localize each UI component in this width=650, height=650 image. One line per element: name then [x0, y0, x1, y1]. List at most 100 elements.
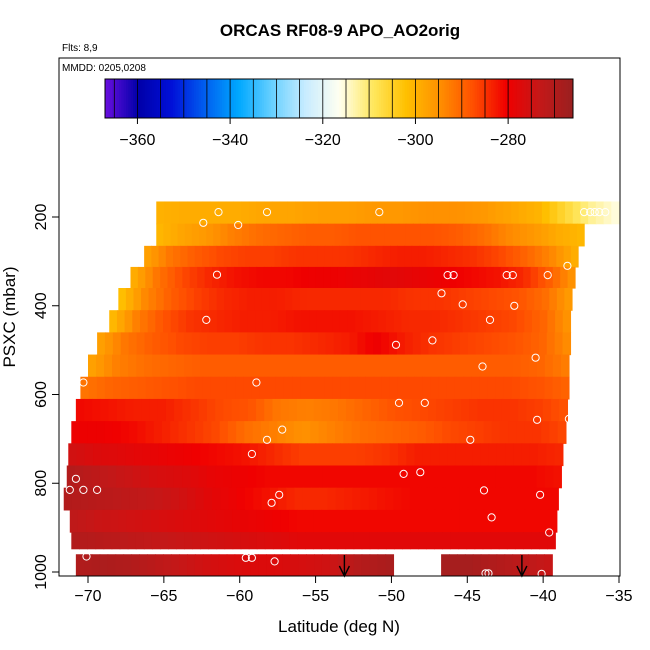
heatmap-cell [373, 376, 383, 400]
heatmap-cell [184, 532, 193, 550]
heatmap-cell [252, 245, 261, 268]
heatmap-cell [534, 245, 543, 268]
heatmap-cell [104, 421, 114, 444]
heatmap-cell [310, 332, 319, 356]
heatmap-cell [310, 201, 319, 225]
heatmap-cell [553, 465, 562, 489]
heatmap-cell [534, 201, 543, 225]
colorbar-segment [430, 79, 434, 118]
heatmap-cell [182, 465, 191, 489]
heatmap-cell [347, 310, 356, 333]
heatmap-cell [556, 288, 566, 311]
heatmap-cell [511, 288, 520, 311]
heatmap-cell [297, 532, 306, 550]
colorbar-segment [507, 79, 511, 118]
colorbar-segment [371, 79, 375, 118]
heatmap-cell [305, 465, 315, 489]
heatmap-cell [516, 509, 525, 533]
heatmap-cell [256, 398, 265, 422]
heatmap-cell [300, 376, 309, 400]
colorbar-segment [537, 79, 541, 118]
heatmap-cell [517, 487, 526, 511]
heatmap-cell [280, 354, 289, 378]
heatmap-cell [186, 310, 195, 333]
heatmap-cell [400, 354, 410, 378]
colorbar-segment [114, 79, 118, 118]
heatmap-cell [213, 223, 222, 247]
data-marker [270, 557, 279, 566]
heatmap-cell [330, 465, 340, 489]
heatmap-cell [449, 554, 458, 576]
heatmap-cell [218, 554, 228, 576]
heatmap-cell [439, 310, 449, 333]
colorbar-segment [509, 79, 513, 118]
heatmap-cell [253, 487, 263, 511]
heatmap-cell [356, 443, 366, 467]
heatmap-cell [288, 245, 297, 268]
heatmap-cell [372, 201, 381, 225]
heatmap-cell [496, 354, 506, 378]
data-marker [399, 469, 408, 478]
colorbar-segment [353, 79, 356, 118]
heatmap-cell [187, 554, 196, 576]
heatmap-cell [434, 421, 443, 444]
heatmap-cell [531, 332, 540, 356]
heatmap-cell [471, 266, 480, 289]
colorbar-frame [104, 78, 574, 119]
heatmap-cell [444, 332, 453, 356]
heatmap-cell [512, 554, 522, 576]
heatmap-cell [191, 443, 201, 467]
heatmap-cell [151, 532, 161, 550]
heatmap-cell [505, 245, 514, 268]
heatmap-cell [224, 443, 234, 467]
heatmap-cell [434, 532, 443, 550]
heatmap-cell [375, 245, 384, 268]
heatmap-cell [355, 310, 364, 333]
heatmap-cell [202, 376, 212, 400]
heatmap-cell [361, 245, 369, 268]
heatmap-cell [562, 310, 572, 333]
heatmap-cell [84, 443, 94, 467]
heatmap-cell [208, 354, 217, 378]
heatmap-cell [559, 398, 569, 422]
heatmap-cell [488, 288, 497, 311]
data-marker [420, 398, 429, 407]
colorbar-segment [123, 79, 127, 118]
heatmap-cell [343, 421, 353, 444]
colorbar-segment [357, 79, 361, 118]
heatmap-cell [344, 354, 354, 378]
heatmap-cell [329, 509, 339, 533]
colorbar-segment [484, 79, 487, 118]
colorbar-segment [458, 79, 462, 118]
heatmap-cell [445, 465, 455, 489]
data-marker [508, 271, 517, 280]
colorbar-segment [512, 79, 515, 118]
colorbar-segment [222, 79, 225, 118]
heatmap-cell [308, 266, 317, 289]
colorbar-segment [231, 79, 235, 118]
heatmap-cell [385, 310, 395, 333]
heatmap-cell [337, 509, 347, 533]
colorbar-segment [381, 79, 384, 118]
heatmap-cell [413, 288, 422, 311]
heatmap-cell [455, 310, 464, 333]
colorbar-segment [378, 79, 382, 118]
heatmap-cell [429, 465, 439, 489]
heatmap-cell [121, 376, 130, 400]
heatmap-cell [508, 266, 517, 289]
heatmap-cell [562, 223, 571, 247]
heatmap-cell [321, 509, 331, 533]
heatmap-cell [244, 421, 254, 444]
colorbar-segment [287, 79, 291, 118]
heatmap-cell [379, 201, 389, 225]
heatmap-cell [363, 465, 373, 489]
heatmap-cell [236, 487, 246, 511]
heatmap-cell [272, 465, 282, 489]
heatmap-cell [194, 421, 204, 444]
heatmap-cell [544, 354, 554, 378]
heatmap-cell [520, 465, 529, 489]
heatmap-cell [281, 245, 290, 268]
heatmap-cell [520, 376, 529, 400]
heatmap-cell [488, 443, 498, 467]
heatmap-cell [204, 266, 213, 289]
